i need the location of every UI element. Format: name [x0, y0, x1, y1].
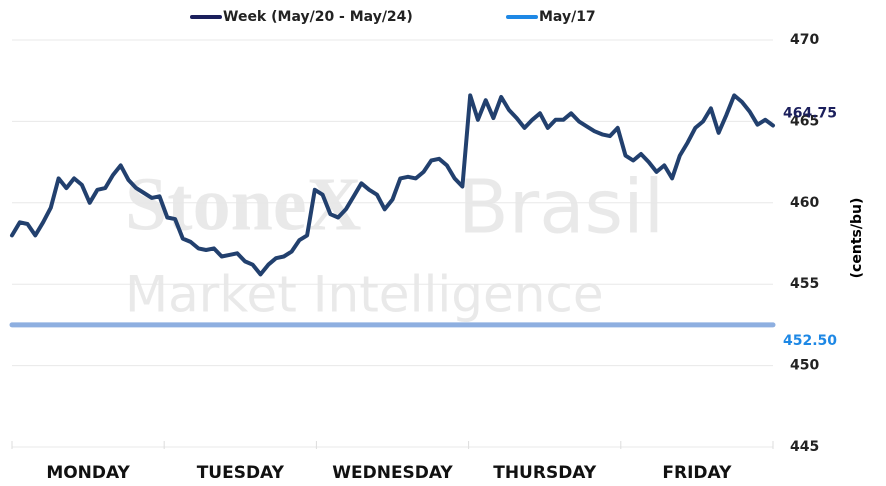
y-tick-label: 465 [790, 113, 819, 129]
y-tick-label: 455 [790, 276, 819, 292]
y-tick-label: 445 [790, 439, 819, 455]
y-tick-label: 460 [790, 195, 819, 211]
legend-label: Week (May/20 - May/24) [223, 9, 413, 25]
x-tick-label: TUESDAY [197, 463, 285, 483]
x-tick-label: MONDAY [46, 463, 130, 483]
watermark-text: Brasil [458, 165, 664, 251]
y-tick-label: 470 [790, 32, 819, 48]
watermark-text: Market Intelligence [125, 266, 604, 324]
x-tick-label: WEDNESDAY [332, 463, 453, 483]
x-tick-label: FRIDAY [662, 463, 732, 483]
series-line [10, 93, 775, 277]
legend-label: May/17 [539, 9, 596, 25]
y-tick-label: 450 [790, 358, 819, 374]
value-label: 464.75 [783, 105, 837, 121]
watermark: StoneX Brasil Market Intelligence [125, 162, 664, 323]
x-tick-label: THURSDAY [493, 463, 597, 483]
y-axis-label: (cents/bu) [849, 198, 865, 279]
value-label: 452.50 [783, 333, 837, 349]
